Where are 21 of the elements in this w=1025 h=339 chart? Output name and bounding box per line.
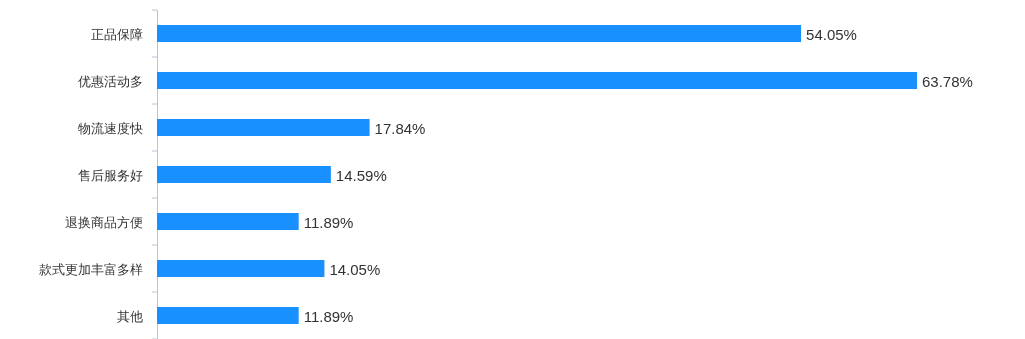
data-label: 63.78% bbox=[922, 72, 973, 90]
data-label: 14.59% bbox=[335, 166, 387, 184]
y-tick-label: 优惠活动多 bbox=[78, 73, 143, 89]
y-tick-label: 物流速度快 bbox=[78, 120, 143, 136]
y-tick-label: 其他 bbox=[117, 308, 143, 324]
data-label: 14.05% bbox=[329, 260, 381, 278]
data-label: 17.84% bbox=[374, 119, 426, 137]
data-label: 11.89% bbox=[303, 307, 354, 325]
y-tick-label: 款式更加丰富多样 bbox=[39, 261, 143, 277]
y-tick-label: 退换商品方便 bbox=[65, 214, 143, 230]
y-tick-label: 正品保障 bbox=[91, 26, 143, 42]
data-label: 54.05% bbox=[806, 25, 857, 43]
y-tick-label: 售后服务好 bbox=[78, 167, 143, 183]
bar bbox=[157, 25, 802, 42]
bar bbox=[157, 72, 917, 89]
bar bbox=[157, 260, 325, 277]
bar bbox=[157, 119, 370, 136]
bar bbox=[157, 213, 299, 230]
bar bbox=[157, 166, 331, 183]
data-label: 11.89% bbox=[303, 213, 354, 231]
bar bbox=[157, 307, 299, 324]
